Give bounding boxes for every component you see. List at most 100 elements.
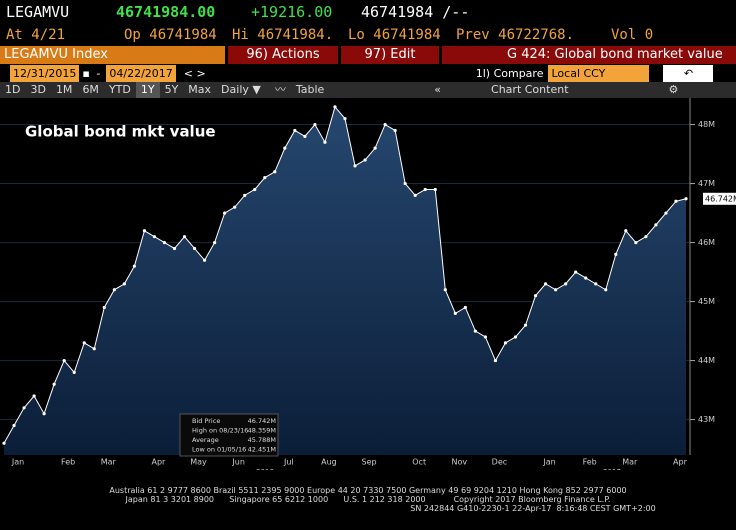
point [2, 441, 6, 445]
point [333, 105, 337, 109]
point [92, 347, 96, 351]
range[interactable]: Max [188, 83, 212, 96]
chart-content[interactable]: Chart Content [491, 83, 569, 96]
range[interactable]: 6M [82, 83, 99, 96]
chart-title: Global bond mkt value [25, 123, 216, 141]
security[interactable]: LEGAMVU Index [0, 46, 225, 64]
collapse[interactable]: « [434, 83, 442, 96]
point [453, 311, 457, 315]
x-tick-label: Jan [542, 458, 555, 467]
point [433, 187, 437, 192]
range[interactable]: YTD [108, 83, 131, 96]
toolbar: LEGAMVU Index 96) Actions 97) Edit G 424: G… [0, 46, 736, 64]
quote-line: LEGAMVU 46741984.00 +19216.00 46741984 /-- [0, 0, 736, 25]
point [32, 394, 36, 398]
point [343, 117, 347, 121]
point [403, 181, 407, 186]
footer: Australia 61 2 9777 8600 Brazil 5511 239… [0, 486, 736, 513]
compare[interactable]: 1l) Compare [475, 67, 544, 80]
point [42, 412, 46, 416]
range[interactable]: 5Y [164, 83, 179, 96]
legend-box [179, 413, 279, 457]
line-icon[interactable]: 〰 [274, 83, 286, 96]
point [323, 140, 327, 144]
point [644, 235, 648, 239]
point [684, 197, 688, 201]
point [202, 258, 207, 262]
point [413, 193, 417, 197]
range[interactable]: 1M [55, 83, 73, 96]
point [273, 170, 277, 174]
calendar-icon[interactable]: ▪ [82, 67, 90, 80]
point [82, 341, 86, 345]
point [483, 335, 488, 339]
legend-text: Low on 01/05/16 [192, 446, 246, 454]
x-tick-label: May [190, 458, 207, 467]
range[interactable]: 1D [5, 83, 21, 96]
x-tick-label: Jan [11, 458, 24, 467]
end-date[interactable]: 04/22/2017 [106, 65, 176, 82]
x-tick-label: Jun [231, 458, 245, 467]
start-date[interactable]: 12/31/2015 [10, 65, 80, 82]
legend-text: Bid Price [192, 417, 220, 425]
legend-text: 42.451M [248, 446, 276, 454]
legend-text: Average [192, 436, 219, 444]
point [112, 288, 116, 292]
x-tick-label: Apr [151, 458, 166, 467]
point [182, 235, 187, 239]
footer-line: Japan 81 3 3201 8900 Singapore 65 6212 1… [125, 495, 611, 504]
point [604, 288, 608, 292]
change: +19216.00 [251, 3, 333, 21]
stat: Vol 0 [611, 27, 654, 43]
point [22, 406, 26, 410]
y-tick-label: 44M [698, 356, 715, 365]
point [263, 176, 267, 180]
point [373, 146, 377, 150]
point [523, 323, 528, 327]
legend-text: 46.742M [248, 417, 276, 425]
point [172, 246, 177, 251]
back-button[interactable]: ↶ [663, 65, 714, 82]
point [393, 128, 397, 133]
point [594, 282, 598, 286]
currency[interactable]: Local CCY [548, 65, 650, 82]
x-tick-label: Oct [412, 458, 426, 467]
y-tick-label: 48M [698, 120, 715, 129]
edit-button[interactable]: 97) Edit [341, 46, 439, 64]
point [634, 240, 638, 245]
range[interactable]: 3D [30, 83, 46, 96]
point [513, 335, 518, 339]
point [313, 122, 317, 127]
x-tick-label: Feb [61, 458, 75, 467]
point [162, 240, 167, 245]
point [102, 305, 106, 310]
dash: - [96, 67, 101, 80]
point [62, 358, 66, 363]
stat: Prev 46722768. [456, 27, 575, 43]
point [423, 187, 427, 192]
point [303, 134, 307, 138]
area [4, 106, 686, 455]
settings[interactable]: ⚙ [668, 83, 679, 96]
table-button[interactable]: Table [295, 83, 325, 96]
point [243, 193, 247, 197]
point [122, 282, 126, 286]
frequency[interactable]: Daily ▼ [221, 83, 261, 96]
point [664, 211, 668, 215]
point [493, 358, 498, 363]
x-tick-label: Aug [321, 458, 337, 467]
point [383, 122, 387, 127]
nav[interactable]: < > [183, 67, 206, 80]
last-price-box [703, 192, 736, 205]
point [223, 211, 227, 215]
point [543, 282, 548, 286]
legend-text: High on 08/23/16 [192, 427, 248, 435]
point [52, 382, 56, 386]
range-bar: 1D 3D 1M 6M YTD 1Y 5Y Max Daily ▼ 〰 Table « Chart Co… [0, 82, 736, 98]
x-tick-label: Mar [101, 458, 117, 467]
actions-button[interactable]: 96) Actions [228, 46, 338, 64]
range[interactable]: 1Y [135, 82, 160, 98]
point [72, 370, 76, 374]
point [353, 164, 357, 168]
